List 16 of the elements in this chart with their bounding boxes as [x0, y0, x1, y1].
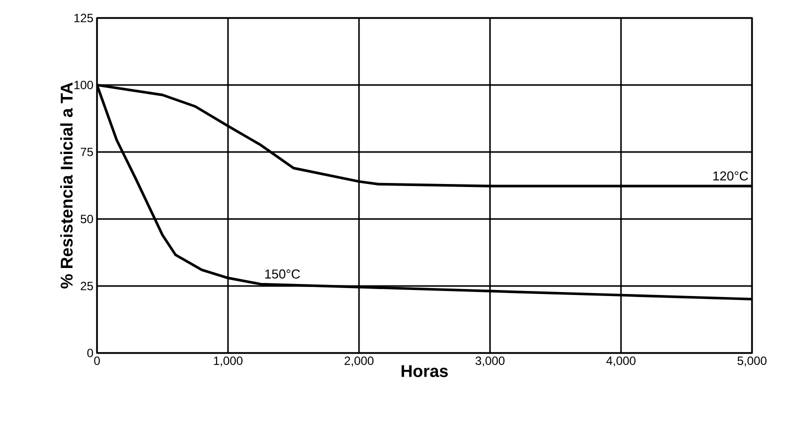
y-tick-label: 50	[80, 214, 94, 224]
x-tick-label: 1,000	[214, 356, 242, 366]
y-tick-label: 125	[74, 14, 93, 22]
x-tick-label: 4,000	[606, 356, 636, 366]
x-tick-label: 5,000	[738, 356, 766, 366]
y-tick-label: 75	[80, 148, 93, 156]
series-label: 150°C	[265, 269, 300, 279]
series-label: 120°C	[713, 171, 748, 181]
x-tick-label: 3,000	[476, 356, 504, 366]
y-tick-label: 0	[87, 348, 94, 358]
y-axis-title: % Resistencia Inicial a TA	[60, 82, 73, 288]
x-tick-label: 2,000	[344, 356, 374, 366]
y-tick-label: 100	[74, 80, 94, 90]
x-axis-title: Horas	[402, 365, 448, 378]
y-tick-label: 25	[80, 282, 93, 290]
x-tick-label: 0	[94, 356, 100, 365]
